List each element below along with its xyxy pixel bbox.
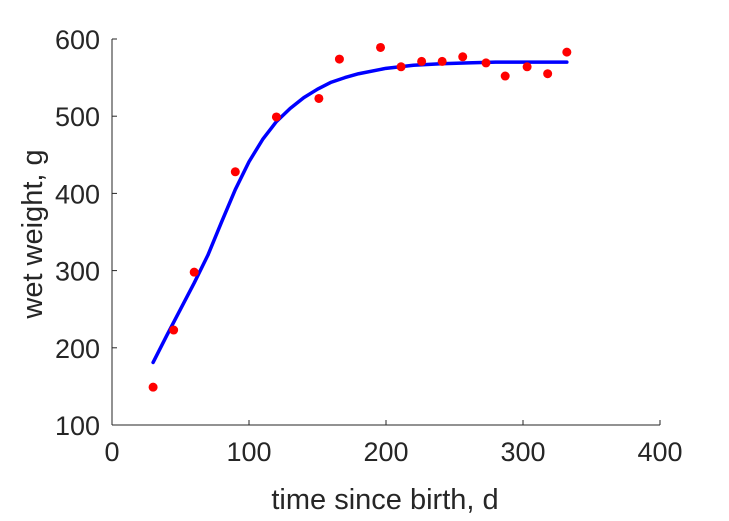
- data-point: [230, 167, 240, 177]
- data-point: [481, 58, 491, 68]
- y-tick-label: 200: [55, 334, 100, 364]
- data-point: [417, 56, 427, 66]
- data-point: [458, 52, 468, 62]
- fit-curve-layer: [151, 60, 569, 365]
- x-tick-label: 400: [637, 437, 682, 467]
- x-axis-label: time since birth, d: [271, 484, 498, 516]
- data-point: [334, 54, 344, 64]
- y-tick-label: 100: [55, 411, 100, 441]
- data-point: [169, 325, 179, 335]
- x-tick-label: 0: [104, 437, 119, 467]
- x-tick-label: 100: [226, 437, 271, 467]
- x-tick-label: 200: [363, 437, 408, 467]
- data-point: [522, 62, 532, 72]
- data-point: [500, 71, 510, 81]
- y-tick-label: 600: [55, 25, 100, 55]
- fit-curve: [151, 60, 569, 365]
- y-tick-label: 500: [55, 102, 100, 132]
- y-tick-label: 300: [55, 257, 100, 287]
- data-point: [396, 62, 406, 72]
- data-point: [543, 69, 553, 79]
- data-point: [189, 267, 199, 277]
- data-points-layer: [148, 42, 572, 392]
- y-tick-label: 400: [55, 179, 100, 209]
- data-point: [271, 112, 281, 122]
- x-tick-label: 300: [500, 437, 545, 467]
- data-point: [376, 42, 386, 52]
- data-point: [562, 47, 572, 57]
- y-axis-label: wet weight, g: [17, 149, 49, 319]
- data-point: [148, 382, 158, 392]
- data-point: [437, 56, 447, 66]
- data-point: [314, 93, 324, 103]
